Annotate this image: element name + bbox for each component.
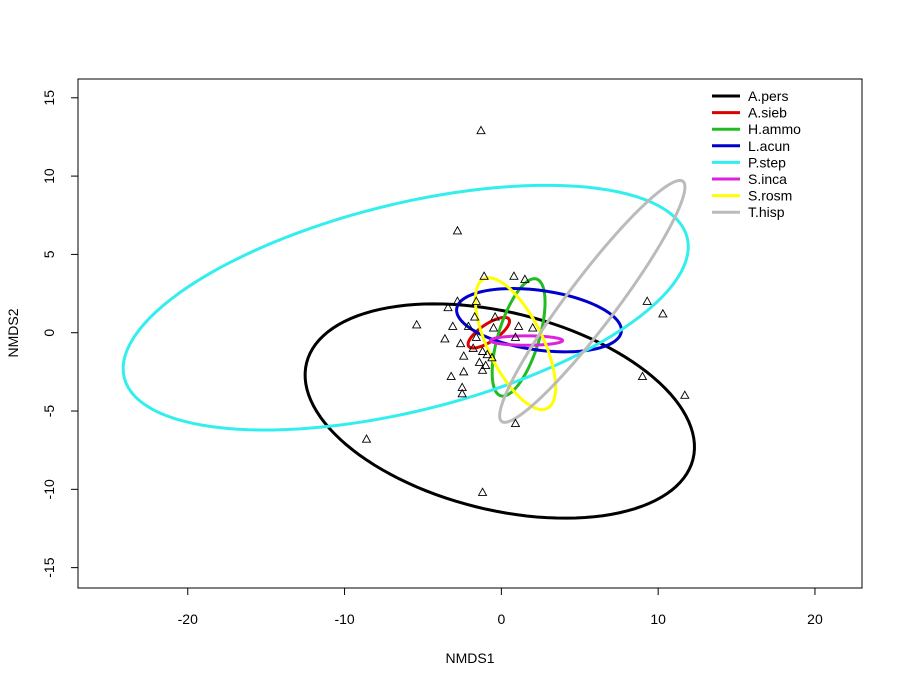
legend: A.persA.siebH.ammoL.acunP.stepS.incaS.ro…	[712, 88, 801, 220]
data-point	[474, 357, 485, 366]
data-point	[477, 487, 488, 496]
legend-label: H.ammo	[748, 121, 801, 137]
data-point	[457, 388, 467, 398]
data-point	[488, 322, 499, 332]
y-tick-label: -5	[41, 405, 57, 418]
x-tick-label: 0	[497, 611, 505, 627]
data-point	[637, 371, 648, 381]
x-axis-title: NMDS1	[445, 650, 494, 666]
ellipse-l-acun	[455, 287, 623, 354]
y-tick-label: -15	[41, 557, 57, 577]
legend-label: A.sieb	[748, 105, 787, 121]
data-point	[479, 271, 489, 280]
data-point	[468, 343, 478, 352]
data-point	[452, 296, 463, 305]
y-tick-label: 5	[41, 250, 57, 258]
data-point	[452, 225, 463, 235]
data-point	[471, 332, 482, 341]
y-axis-title: NMDS2	[5, 308, 21, 357]
data-point	[510, 332, 521, 341]
x-tick-label: 10	[650, 611, 666, 627]
data-point	[443, 302, 453, 312]
x-tick-label: 20	[807, 611, 823, 627]
data-point	[463, 321, 474, 330]
data-point	[477, 346, 488, 355]
y-tick-label: -10	[41, 479, 57, 499]
y-axis: -15 -10 -5 0 5 10 15	[41, 90, 79, 578]
x-tick-label: -20	[178, 611, 198, 627]
point-layer	[361, 125, 690, 496]
legend-label: P.step	[748, 154, 786, 170]
data-point	[455, 338, 466, 348]
data-point	[447, 321, 458, 330]
ellipse-p-step	[121, 183, 690, 432]
data-point	[513, 321, 524, 330]
data-point	[476, 125, 486, 135]
legend-label: L.acun	[748, 138, 790, 154]
data-point	[510, 418, 521, 427]
data-point	[480, 360, 491, 370]
ellipse-t-hisp	[498, 178, 687, 424]
data-point	[658, 308, 668, 318]
legend-label: S.rosm	[748, 188, 792, 204]
ellipse-h-ammo	[490, 277, 547, 398]
y-tick-label: 0	[41, 329, 57, 337]
data-point	[457, 382, 467, 391]
data-point	[642, 296, 652, 305]
ellipse-layer	[121, 178, 696, 520]
data-point	[509, 271, 519, 280]
data-point	[440, 333, 450, 343]
data-point	[477, 365, 488, 374]
data-point	[411, 319, 422, 329]
x-tick-label: -10	[334, 611, 354, 627]
data-point	[458, 351, 469, 360]
data-point	[361, 434, 372, 443]
data-point	[520, 274, 530, 283]
data-point	[490, 311, 500, 321]
y-tick-label: 10	[41, 168, 57, 184]
ellipse-a-pers	[303, 302, 696, 520]
data-point	[458, 366, 469, 376]
legend-label: T.hisp	[748, 204, 785, 220]
x-axis: -20 -10 0 10 20	[178, 587, 823, 627]
data-point	[446, 371, 456, 381]
data-point	[482, 349, 493, 359]
data-point	[527, 322, 538, 332]
data-point	[471, 296, 482, 305]
data-point	[680, 390, 690, 399]
legend-label: S.inca	[748, 171, 787, 187]
legend-label: A.pers	[748, 88, 788, 104]
data-point	[487, 352, 497, 362]
y-tick-label: 15	[41, 90, 57, 106]
data-point	[469, 311, 480, 321]
